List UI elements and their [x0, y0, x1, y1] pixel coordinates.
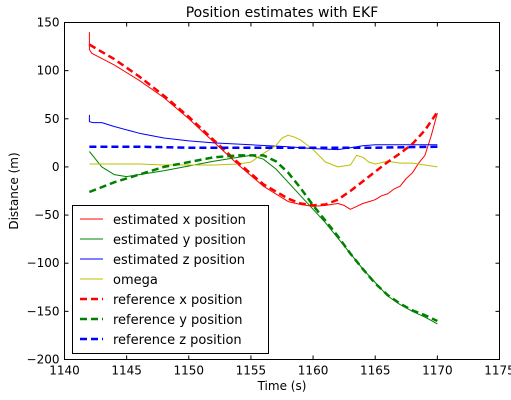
- series-line-reference-z-position: [89, 145, 438, 149]
- legend-box: [72, 205, 269, 354]
- x-tick-label: 1175: [484, 364, 511, 378]
- series-line-estimated-x-position: [88, 32, 438, 210]
- legend-label: reference y position: [113, 313, 243, 328]
- legend-label: estimated x position: [113, 213, 246, 228]
- x-tick-label: 1170: [422, 364, 453, 378]
- legend: estimated x position estimated y position…: [72, 205, 269, 354]
- series-line-omega: [89, 134, 438, 168]
- y-axis-label: Distance (m): [7, 152, 21, 229]
- x-tick-label: 1155: [236, 364, 267, 378]
- y-tick-label: −100: [27, 256, 60, 270]
- y-tick-label: 100: [37, 64, 60, 78]
- y-tick-label: 0: [52, 160, 60, 174]
- series-layer: [88, 32, 439, 325]
- x-tick-label: 1145: [111, 364, 142, 378]
- x-axis-label: Time (s): [257, 379, 307, 393]
- y-tick-label: 150: [37, 16, 60, 30]
- legend-label: omega: [113, 273, 158, 288]
- x-tick-label: 1160: [298, 364, 329, 378]
- legend-label: reference z position: [113, 333, 242, 348]
- legend-label: reference x position: [113, 293, 243, 308]
- y-tick-label: −150: [27, 304, 60, 318]
- plot-frame: [64, 22, 500, 360]
- series-line-reference-x-position: [88, 43, 439, 207]
- ticks-layer: 1140 1145 1150 1155 1160 1165 1170 1175 −200 −150…: [27, 16, 511, 378]
- y-tick-label: −200: [27, 353, 60, 367]
- y-tick-label: −50: [34, 208, 59, 222]
- series-line-estimated-z-position: [88, 114, 438, 151]
- legend-label: estimated y position: [113, 233, 246, 248]
- series-line-reference-y-position: [88, 154, 438, 323]
- legend-items: estimated x position estimated y position…: [80, 213, 246, 348]
- x-tick-label: 1140: [49, 364, 80, 378]
- y-tick-label: 50: [44, 112, 59, 126]
- chart-title: Position estimates with EKF: [186, 5, 379, 21]
- x-tick-label: 1150: [174, 364, 205, 378]
- x-tick-label: 1165: [360, 364, 391, 378]
- legend-label: estimated z position: [113, 253, 245, 268]
